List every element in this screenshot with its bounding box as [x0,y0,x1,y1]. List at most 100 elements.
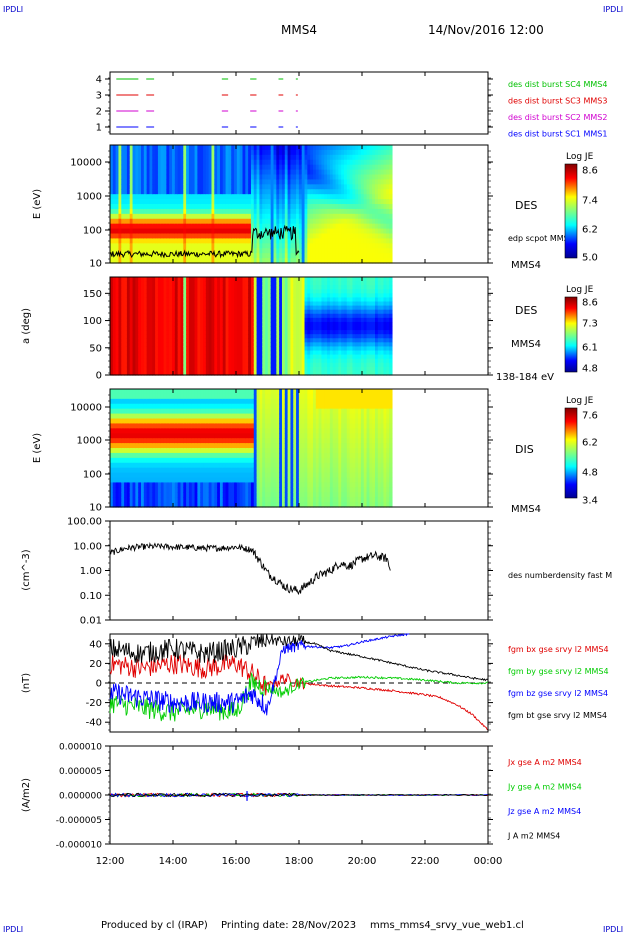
heatmap-cell [301,370,306,376]
heatmap-cell [341,189,345,195]
heatmap-cell [310,309,314,315]
heatmap-cell [380,253,385,259]
heatmap-cell [262,330,266,335]
heatmap-cell [172,342,176,348]
heatmap-cell [152,248,156,254]
heatmap-cell [355,317,359,323]
heatmap-cell [205,258,210,264]
heatmap-cell [250,145,255,151]
scpot-line [109,224,300,259]
heatmap-cell [121,248,125,254]
heatmap-cell [214,208,218,215]
heatmap-cell [110,309,114,315]
heatmap-cell [129,258,134,264]
heatmap-cell [214,354,218,360]
heatmap-cell [115,169,120,176]
heatmap-cell [301,309,306,315]
heatmap-cell [166,309,170,315]
heatmap-cell [352,350,356,356]
heatmap-cell [318,305,323,311]
heatmap-cell [242,309,246,315]
heatmap-cell [110,194,114,200]
heatmap-cell [346,293,351,299]
heatmap-cell [307,366,311,372]
heatmap-cell [383,258,387,264]
heatmap-cell [180,159,184,166]
heatmap-cell [253,350,258,356]
heatmap-cell [301,301,306,307]
heatmap-cell [143,184,148,190]
heatmap-cell [242,164,246,171]
heatmap-cell [352,194,356,200]
heatmap-cell [355,285,359,290]
heatmap-cell [194,179,198,185]
heatmap-cell [115,189,120,195]
heatmap-cell [200,362,204,368]
heatmap-cell [276,362,280,368]
heatmap-cell [219,277,224,282]
heatmap-cell [341,238,345,244]
heatmap-cell [284,164,289,171]
heatmap-cell [360,358,365,364]
heatmap-cell [281,179,286,185]
heatmap-cell [188,334,193,339]
heatmap-cell [236,154,241,161]
heatmap-cell [250,321,255,327]
heatmap-cell [236,289,241,294]
heatmap-cell [312,362,317,368]
heatmap-cell [172,164,176,171]
heatmap-cell [380,309,385,315]
heatmap-cell [200,233,204,240]
heatmap-cell [287,346,292,352]
heatmap-cell [141,179,145,185]
heatmap-cell [301,145,306,151]
heatmap-cell [177,248,182,254]
heatmap-cell [211,154,215,161]
heatmap-cell [183,253,187,259]
heatmap-cell [234,248,238,254]
heatmap-cell [375,321,379,327]
heatmap-cell [214,218,218,225]
heatmap-cell [363,253,368,259]
heatmap-cell [172,297,176,303]
heatmap-cell [358,321,362,327]
heatmap-cell [338,277,342,282]
heatmap-cell [281,370,286,376]
heatmap-cell [318,154,323,161]
heatmap-cell [236,253,241,259]
heatmap-cell [203,313,207,319]
heatmap-cell [383,243,387,249]
heatmap-cell [346,301,351,307]
heatmap-cell [290,313,294,319]
heatmap-cell [248,321,252,327]
heatmap-cell [121,326,125,331]
heatmap-cell [338,169,342,176]
heatmap-cell [250,277,255,282]
heatmap-cell [344,297,348,303]
heatmap-cell [141,159,145,166]
heatmap-cell [267,281,272,286]
heatmap-cell [259,338,263,343]
heatmap-cell [191,358,196,364]
heatmap-cell [363,223,368,230]
heatmap-cell [166,258,170,264]
heatmap-cell [239,184,244,190]
heatmap-cell [338,145,342,151]
heatmap-cell [352,253,356,259]
heatmap-cell [231,326,235,331]
heatmap-cell [389,354,393,360]
heatmap-cell [149,281,153,286]
heatmap-cell [146,350,151,356]
heatmap-cell [146,184,151,190]
heatmap-cell [312,354,317,360]
heatmap-cell [228,189,232,195]
heatmap-cell [344,334,348,339]
heatmap-cell [248,179,252,185]
heatmap-cell [327,164,331,171]
heatmap-cell [335,208,339,215]
heatmap-cell [349,258,354,264]
heatmap-cell [383,253,387,259]
heatmap-cell [118,309,122,315]
heatmap-cell [174,154,179,161]
heatmap-cell [293,301,297,307]
